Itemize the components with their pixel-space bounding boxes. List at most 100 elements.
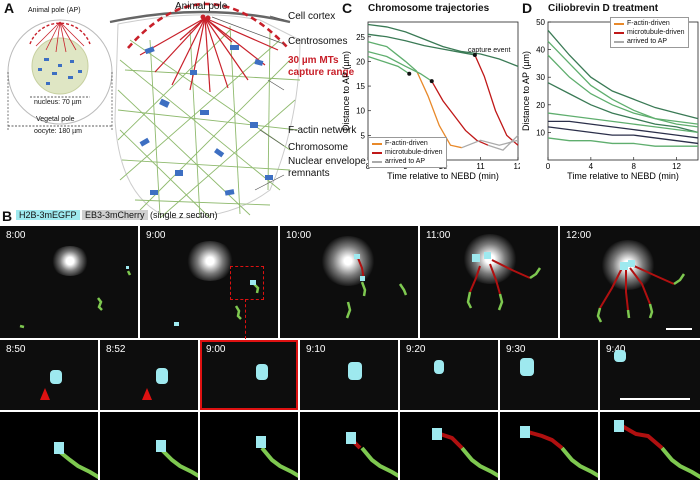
oocyte-left-diagram [7,19,113,130]
timestamp: 9:30 [506,344,526,355]
capture-point-2 [472,53,477,58]
panel-letter-a: A [4,0,15,16]
series-line-6 [431,80,489,146]
timestamp: 8:52 [106,344,126,355]
micrograph-row2-5: 9:20 [400,340,498,410]
x-tick-label: 12 [514,162,520,171]
legend-item: microtubule-driven [614,28,685,37]
series-line-6 [547,126,699,145]
micrograph-row1-2: 9:00 [140,226,278,338]
scale-bar [620,398,690,400]
timestamp: 9:10 [306,344,326,355]
timestamp: 11:00 [426,230,451,241]
timestamp: 8:00 [6,230,26,241]
capture-range-arc-small [29,22,91,45]
legend-eb3: EB3-3mCherry [82,210,148,220]
legend-item: F-actin-driven [614,19,685,28]
series-line-3 [547,82,699,134]
y-tick-label: 10 [356,107,365,116]
track-row3-5 [400,412,498,480]
timestamp: 9:00 [206,344,226,355]
micrograph-row2-1: 8:50 [0,340,98,410]
track-row3-7 [600,412,700,480]
legend-item: microtubule-driven [372,148,443,157]
capture-range-arc [127,2,289,49]
track-row3-1 [0,412,98,480]
micrograph-row1-3: 10:00 [280,226,418,338]
chart-c-annotation: capture event [468,47,511,54]
label-capture-range: capture range [288,67,355,78]
y-tick-label: 30 [536,73,545,82]
arrowhead-icon [40,388,50,400]
zoom-region-box [230,266,264,300]
timestamp: 9:40 [606,344,625,355]
chromosomes [139,45,273,196]
y-tick-label: 50 [536,18,545,27]
label-factin-network: F-actin network [288,125,357,136]
label-cell-cortex: Cell cortex [288,11,336,22]
y-axis-label: Distance to AP (µm) [521,51,531,131]
series-line-0 [367,23,519,67]
chart-c-legend: F-actin-driven microtubule-driven arrive… [368,137,447,168]
legend-note: (single z section) [150,210,218,220]
y-tick-label: 15 [356,82,365,91]
panel-a-schematic [7,2,301,219]
capture-point-1 [429,79,434,84]
chart-d: 0 4 8 12 10 20 30 40 50 Time relative to NEBD (mi… [521,18,699,181]
micrograph-row2-2: 8:52 [100,340,198,410]
y-tick-label: 5 [361,131,366,140]
x-tick-label: 11 [476,162,485,171]
centrosome-dot [200,14,206,20]
label-animal-pole-ap: Animal pole (AP) [28,7,81,14]
series-line-8 [461,139,519,149]
series-line-3 [367,41,418,72]
series-line-2 [547,54,699,125]
label-vegetal-pole: Vegetal pole [36,116,75,123]
x-tick-label: 8 [631,162,636,171]
micrograph-row2-4: 9:10 [300,340,398,410]
series-line-7 [547,137,698,147]
track-row3-6 [500,412,598,480]
legend-item: F-actin-driven [372,139,443,148]
timestamp: 9:00 [146,230,166,241]
label-animal-pole: Animal pole [175,1,228,12]
track-row3-4 [300,412,398,480]
y-tick-label: 10 [536,128,545,137]
arrowhead-icon [142,388,152,400]
chart-d-legend: F-actin-driven microtubule-driven arrive… [610,17,689,48]
timestamp: 8:50 [6,344,26,355]
label-centrosomes: Centrosomes [288,36,348,47]
label-nuclear-envelope: Nuclear envelope [288,156,366,167]
timestamp: 9:20 [406,344,426,355]
cortex-outline [114,14,301,219]
zoom-connector [245,299,246,339]
panel-letter-c: C [342,0,353,16]
y-tick-label: 25 [356,33,365,42]
series-line-9 [487,134,519,151]
micrograph-row2-3: 9:00 [200,340,298,410]
y-tick-label: 20 [536,101,545,110]
micrograph-row2-6: 9:30 [500,340,598,410]
series-line-1 [367,33,475,56]
x-axis-label: Time relative to NEBD (min) [387,171,499,181]
label-nucleus-size: nucleus: 70 µm [34,99,82,106]
series-line-4 [547,112,699,134]
micrograph-row1-5: 12:00 [560,226,700,338]
label-chromosome: Chromosome [288,142,349,153]
y-axis-label: Distance to AP (µm) [341,51,351,131]
micrograph-row1-4: 11:00 [420,226,558,338]
panel-letter-b: B [2,208,13,224]
legend-h2b: H2B-3mEGFP [16,210,80,220]
capture-point-0 [407,71,412,76]
series-line-1 [547,40,699,128]
timestamp: 12:00 [566,230,592,241]
x-tick-label: 12 [672,162,681,171]
label-remnants: remnants [288,168,330,179]
scale-bar [666,328,692,330]
y-tick-label: 20 [356,57,365,66]
x-tick-label: 0 [546,162,551,171]
timestamp: 10:00 [286,230,312,241]
x-tick-label: 4 [589,162,594,171]
legend-item: arrived to AP [372,157,443,166]
track-row3-2 [100,412,198,480]
